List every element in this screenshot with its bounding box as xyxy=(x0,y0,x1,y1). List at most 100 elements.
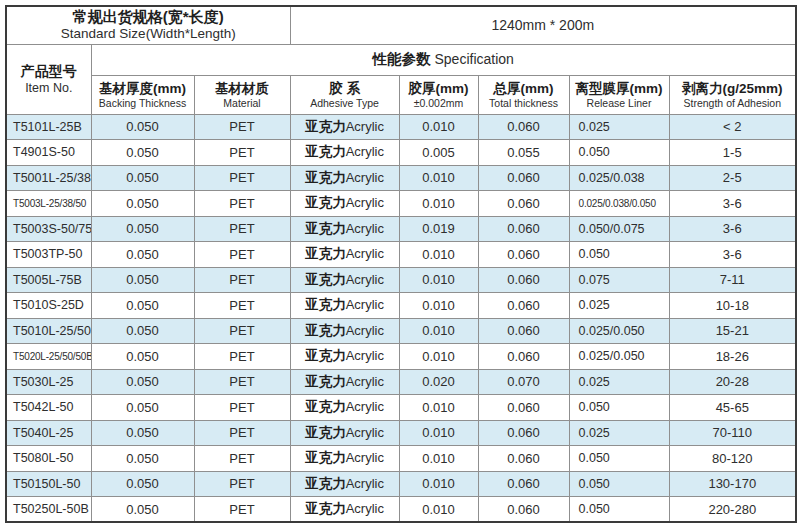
table-header: 常规出货规格(宽*长度) Standard Size(Width*Length)… xyxy=(6,6,796,114)
item-no-cell: T5080L-50 xyxy=(6,446,91,472)
item-no-cell: T5001L-25/38 xyxy=(6,165,91,191)
adhesive-en-text: Acrylic xyxy=(346,425,384,440)
material-cell: PET xyxy=(194,446,290,472)
item-no-cell: T5040L-25 xyxy=(6,420,91,446)
backing-thickness-cell: 0.050 xyxy=(91,267,194,293)
backing-thickness-cell: 0.050 xyxy=(91,497,194,523)
backing-thickness-cell: 0.050 xyxy=(91,165,194,191)
adhesive-type-cell: 亚克力Acrylic xyxy=(290,497,399,523)
total-thickness-cell: 0.060 xyxy=(478,497,569,523)
item-no-cell: T5020L-25/50/50B xyxy=(6,344,91,370)
adhesion-cell: 2-5 xyxy=(669,165,796,191)
backing-thickness-cell: 0.050 xyxy=(91,191,194,217)
glue-thickness-cell: 0.010 xyxy=(399,267,478,293)
table-row: T5003L-25/38/500.050PET亚克力Acrylic0.0100.… xyxy=(6,191,796,217)
table-row: T5010S-25D0.050PET亚克力Acrylic0.0100.0600.… xyxy=(6,293,796,319)
item-no-cell: T5030L-25 xyxy=(6,369,91,395)
total-thickness-cell: 0.060 xyxy=(478,395,569,421)
table-row: T5003TP-500.050PET亚克力Acrylic0.0100.0600.… xyxy=(6,242,796,268)
material-cell: PET xyxy=(194,497,290,523)
backing-thickness-cell: 0.050 xyxy=(91,140,194,166)
col-header-adhesion-strength: 剥离力(g/25mm) Strength of Adhesion xyxy=(669,75,796,114)
adhesive-type-cell: 亚克力Acrylic xyxy=(290,267,399,293)
material-cell: PET xyxy=(194,216,290,242)
adhesion-cell: 70-110 xyxy=(669,420,796,446)
item-no-cell: T5042L-50 xyxy=(6,395,91,421)
adhesive-zh-text: 亚克力 xyxy=(305,374,346,389)
adhesive-type-cell: 亚克力Acrylic xyxy=(290,471,399,497)
release-liner-cell: 0.050 xyxy=(569,140,669,166)
adhesive-en-text: Acrylic xyxy=(346,221,384,236)
adhesive-zh-text: 亚克力 xyxy=(305,425,346,440)
release-liner-cell: 0.050 xyxy=(569,242,669,268)
table-row: T5101L-25B0.050PET亚克力Acrylic0.0100.0600.… xyxy=(6,114,796,140)
material-cell: PET xyxy=(194,471,290,497)
material-cell: PET xyxy=(194,165,290,191)
table-row: T50250L-50B0.050PET亚克力Acrylic0.0100.0600… xyxy=(6,497,796,523)
adhesive-zh-text: 亚克力 xyxy=(305,501,346,516)
adhesive-zh-text: 亚克力 xyxy=(305,272,346,287)
glue-thickness-cell: 0.010 xyxy=(399,395,478,421)
item-no-cell: T5003S-50/75 xyxy=(6,216,91,242)
adhesive-type-cell: 亚克力Acrylic xyxy=(290,165,399,191)
backing-thickness-cell: 0.050 xyxy=(91,318,194,344)
backing-thickness-cell: 0.050 xyxy=(91,242,194,268)
adhesion-cell: 15-21 xyxy=(669,318,796,344)
total-thickness-cell: 0.060 xyxy=(478,420,569,446)
spec-label-zh: 性能参数 xyxy=(373,51,431,67)
adhesion-cell: 45-65 xyxy=(669,395,796,421)
adhesive-en-text: Acrylic xyxy=(346,272,384,287)
release-liner-cell: 0.025 xyxy=(569,369,669,395)
adhesive-zh-text: 亚克力 xyxy=(305,476,346,491)
item-no-cell: T4901S-50 xyxy=(6,140,91,166)
glue-thickness-cell: 0.010 xyxy=(399,497,478,523)
material-cell: PET xyxy=(194,242,290,268)
release-liner-cell: 0.025/0.038 xyxy=(569,165,669,191)
adhesive-zh-text: 亚克力 xyxy=(305,144,346,159)
release-liner-cell: 0.050 xyxy=(569,497,669,523)
adhesive-en-text: Acrylic xyxy=(346,170,384,185)
total-thickness-cell: 0.060 xyxy=(478,471,569,497)
adhesive-en-text: Acrylic xyxy=(346,246,384,261)
specification-header: 性能参数 Specification xyxy=(91,44,796,75)
backing-thickness-cell: 0.050 xyxy=(91,446,194,472)
table-row: T50150L-500.050PET亚克力Acrylic0.0100.0600.… xyxy=(6,471,796,497)
glue-thickness-cell: 0.010 xyxy=(399,114,478,140)
table-row: T5003S-50/750.050PET亚克力Acrylic0.0190.060… xyxy=(6,216,796,242)
table-row: T5005L-75B0.050PET亚克力Acrylic0.0100.0600.… xyxy=(6,267,796,293)
table-row: T5030L-250.050PET亚克力Acrylic0.0200.0700.0… xyxy=(6,369,796,395)
adhesive-en-text: Acrylic xyxy=(346,119,384,134)
adhesive-en-text: Acrylic xyxy=(346,501,384,516)
adhesive-en-text: Acrylic xyxy=(346,450,384,465)
item-no-cell: T5010S-25D xyxy=(6,293,91,319)
adhesive-en-text: Acrylic xyxy=(346,195,384,210)
release-liner-cell: 0.025/0.050 xyxy=(569,344,669,370)
backing-thickness-cell: 0.050 xyxy=(91,395,194,421)
col-header-total-thickness: 总厚(mm) Total thickness xyxy=(478,75,569,114)
total-thickness-cell: 0.060 xyxy=(478,318,569,344)
item-no-cell: T5101L-25B xyxy=(6,114,91,140)
material-cell: PET xyxy=(194,395,290,421)
adhesion-cell: < 2 xyxy=(669,114,796,140)
material-cell: PET xyxy=(194,140,290,166)
backing-thickness-cell: 0.050 xyxy=(91,369,194,395)
col-header-release-liner: 离型膜厚(mm) Release Liner xyxy=(569,75,669,114)
adhesive-en-text: Acrylic xyxy=(346,348,384,363)
backing-thickness-cell: 0.050 xyxy=(91,471,194,497)
col-header-backing-thickness: 基材厚度(mm) Backing Thickness xyxy=(91,75,194,114)
adhesive-type-cell: 亚克力Acrylic xyxy=(290,216,399,242)
adhesion-cell: 1-5 xyxy=(669,140,796,166)
material-cell: PET xyxy=(194,114,290,140)
glue-thickness-cell: 0.010 xyxy=(399,471,478,497)
adhesive-zh-text: 亚克力 xyxy=(305,195,346,210)
adhesive-type-cell: 亚克力Acrylic xyxy=(290,191,399,217)
adhesion-cell: 3-6 xyxy=(669,191,796,217)
total-thickness-cell: 0.060 xyxy=(478,344,569,370)
adhesion-cell: 220-280 xyxy=(669,497,796,523)
release-liner-cell: 0.025/0.050 xyxy=(569,318,669,344)
adhesive-type-cell: 亚克力Acrylic xyxy=(290,114,399,140)
adhesive-type-cell: 亚克力Acrylic xyxy=(290,293,399,319)
glue-thickness-cell: 0.010 xyxy=(399,165,478,191)
adhesion-cell: 7-11 xyxy=(669,267,796,293)
release-liner-cell: 0.025 xyxy=(569,293,669,319)
